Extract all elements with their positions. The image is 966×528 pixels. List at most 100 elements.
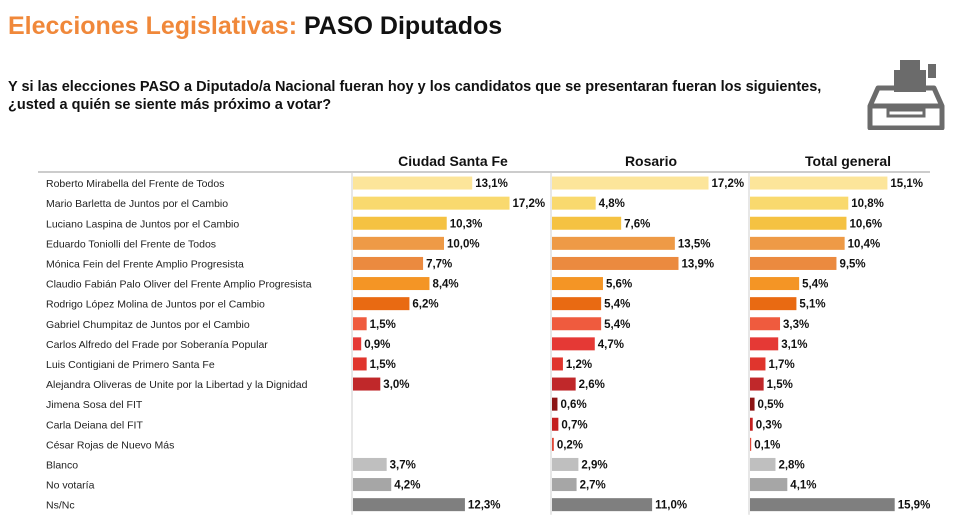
bar [750,397,755,411]
category-label: Jimena Sosa del FIT [46,399,143,411]
category-label: Ns/Nc [46,500,75,512]
data-label: 13,1% [475,178,508,190]
data-label: 0,6% [560,399,586,411]
bar [750,357,766,371]
category-label: Claudio Fabián Palo Oliver del Frente Am… [46,279,312,291]
bar [750,317,781,331]
category-label: Luciano Laspina de Juntos por el Cambio [46,218,239,230]
title-prefix: Elecciones Legislativas: [8,12,298,40]
data-label: 11,0% [655,500,687,512]
category-label: Roberto Mirabella del Frente de Todos [46,178,224,190]
bar [353,337,362,351]
data-label: 9,5% [839,258,865,270]
bar [552,417,559,431]
bar [552,216,622,230]
data-label: 0,2% [557,439,583,451]
bar [353,377,381,391]
data-label: 3,3% [783,319,809,331]
bar [353,196,510,210]
bar [552,337,595,351]
bar [552,196,596,210]
bar [353,256,424,270]
data-label: 1,5% [370,359,396,371]
bar [750,176,888,190]
category-label: Blanco [46,459,78,471]
data-label: 3,7% [390,459,416,471]
data-label: 3,0% [383,379,409,391]
data-label: 13,9% [681,258,714,270]
data-label: 1,7% [768,359,794,371]
data-label: 5,4% [604,299,630,311]
series-header: Ciudad Santa Fe [398,153,508,169]
data-label: 0,1% [754,439,780,451]
category-label: Mario Barletta de Juntos por el Cambio [46,198,228,210]
bar [353,457,387,471]
category-label: Mónica Fein del Frente Amplio Progresist… [46,258,244,270]
series-header: Total general [805,153,891,169]
bar [353,236,444,250]
data-label: 4,7% [598,339,624,351]
bar [552,176,709,190]
bar [552,236,675,250]
bar [750,417,753,431]
data-label: 12,3% [468,500,501,512]
category-label: César Rojas de Nuevo Más [46,439,174,451]
data-label: 10,8% [851,198,884,210]
bar [750,498,895,512]
page-title: Elecciones Legislativas: PASO Diputados [8,12,502,41]
bar [750,377,764,391]
bar [353,317,367,331]
bar [750,297,797,311]
bar [750,256,837,270]
data-label: 1,2% [566,359,592,371]
category-label: Carlos Alfredo del Frade por Soberanía P… [46,339,268,351]
bar [353,498,465,512]
data-label: 0,5% [758,399,784,411]
bar [552,498,653,512]
bar [750,337,779,351]
category-label: Gabriel Chumpitaz de Juntos por el Cambi… [46,319,250,331]
bar [552,317,602,331]
bar [353,277,430,291]
ballot-box-vote-icon [867,60,945,130]
data-label: 5,4% [802,279,828,291]
data-label: 2,6% [579,379,605,391]
data-label: 10,6% [849,218,882,230]
bar [552,277,603,291]
category-label: Eduardo Toniolli del Frente de Todos [46,238,216,250]
data-label: 7,7% [426,258,452,270]
bar [353,176,473,190]
data-label: 13,5% [678,238,711,250]
data-label: 6,2% [412,299,438,311]
category-label: No votaría [46,480,95,492]
series-header: Rosario [625,153,677,169]
bar [552,357,563,371]
bar [552,297,602,311]
bar [750,277,800,291]
bar [353,478,392,492]
category-label: Alejandra Oliveras de Unite por la Liber… [46,379,308,391]
data-label: 10,3% [450,218,483,230]
data-label: 5,4% [604,319,630,331]
data-label: 10,0% [447,238,480,250]
data-label: 17,2% [712,178,745,190]
title-main: PASO Diputados [303,12,503,40]
bar [552,457,579,471]
bar [353,216,447,230]
data-label: 1,5% [767,379,793,391]
data-label: 0,9% [364,339,390,351]
bar [750,216,847,230]
data-label: 1,5% [370,319,396,331]
data-label: 4,8% [599,198,625,210]
bar [750,196,849,210]
bar [353,357,367,371]
data-label: 5,1% [799,299,825,311]
category-label: Rodrigo López Molina de Juntos por el Ca… [46,299,265,311]
bar [750,437,752,451]
data-label: 5,6% [606,279,632,291]
data-label: 7,6% [624,218,650,230]
data-label: 2,9% [581,459,607,471]
data-label: 2,7% [580,480,606,492]
data-label: 4,1% [790,480,816,492]
